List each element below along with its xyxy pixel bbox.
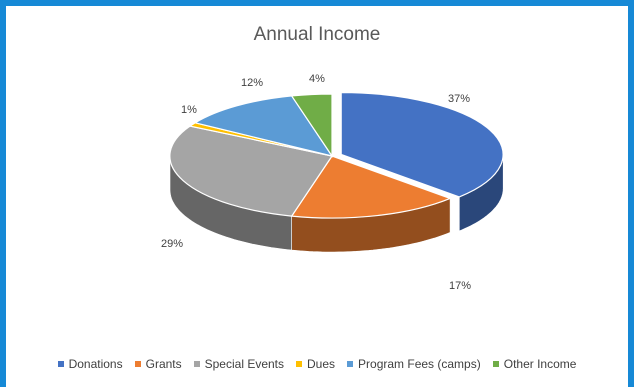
data-label-dues: 1% — [181, 104, 197, 116]
pie-tops — [169, 91, 504, 219]
chart-area: Annual Income 37% 17% 29% 1% 12% 4% Donations… — [6, 6, 628, 387]
data-label-special-events: 29% — [161, 238, 183, 250]
legend-label-grants: Grants — [145, 357, 182, 371]
pie-chart: 37% 17% 29% 1% 12% 4% — [161, 73, 504, 292]
legend-label-program-fees: Program Fees (camps) — [358, 357, 481, 371]
pie-slice-donations — [340, 91, 504, 198]
pie-slice-special-events — [169, 125, 333, 217]
data-label-program-fees: 12% — [241, 77, 263, 89]
chart-title: Annual Income — [253, 24, 381, 45]
legend-label-donations: Donations — [68, 357, 123, 371]
legend-label-dues: Dues — [307, 357, 336, 371]
legend-entry-program-fees: Program Fees (camps) — [347, 357, 481, 371]
legend-entry-other-income: Other Income — [492, 357, 577, 371]
legend-swatch-dues — [296, 361, 303, 367]
legend: Donations Grants Special Events Dues Pro… — [6, 357, 628, 371]
legend-swatch-grants — [134, 361, 141, 367]
data-label-donations: 37% — [448, 93, 470, 105]
data-label-other-income: 4% — [309, 73, 325, 85]
legend-label-other-income: Other Income — [503, 357, 577, 371]
data-label-grants: 17% — [449, 280, 471, 292]
legend-label-special-events: Special Events — [204, 357, 285, 371]
legend-entry-special-events: Special Events — [193, 357, 285, 371]
legend-swatch-program-fees — [347, 361, 354, 367]
legend-swatch-donations — [57, 361, 64, 367]
legend-swatch-other-income — [492, 361, 499, 367]
pie-slice-other-income — [290, 93, 333, 158]
pie-slice-program-fees — [193, 95, 334, 157]
pie-slice-grants — [290, 155, 452, 219]
legend-entry-donations: Donations — [57, 357, 123, 371]
legend-entry-grants: Grants — [134, 357, 182, 371]
legend-swatch-special-events — [193, 361, 200, 367]
legend-entry-dues: Dues — [296, 357, 335, 371]
